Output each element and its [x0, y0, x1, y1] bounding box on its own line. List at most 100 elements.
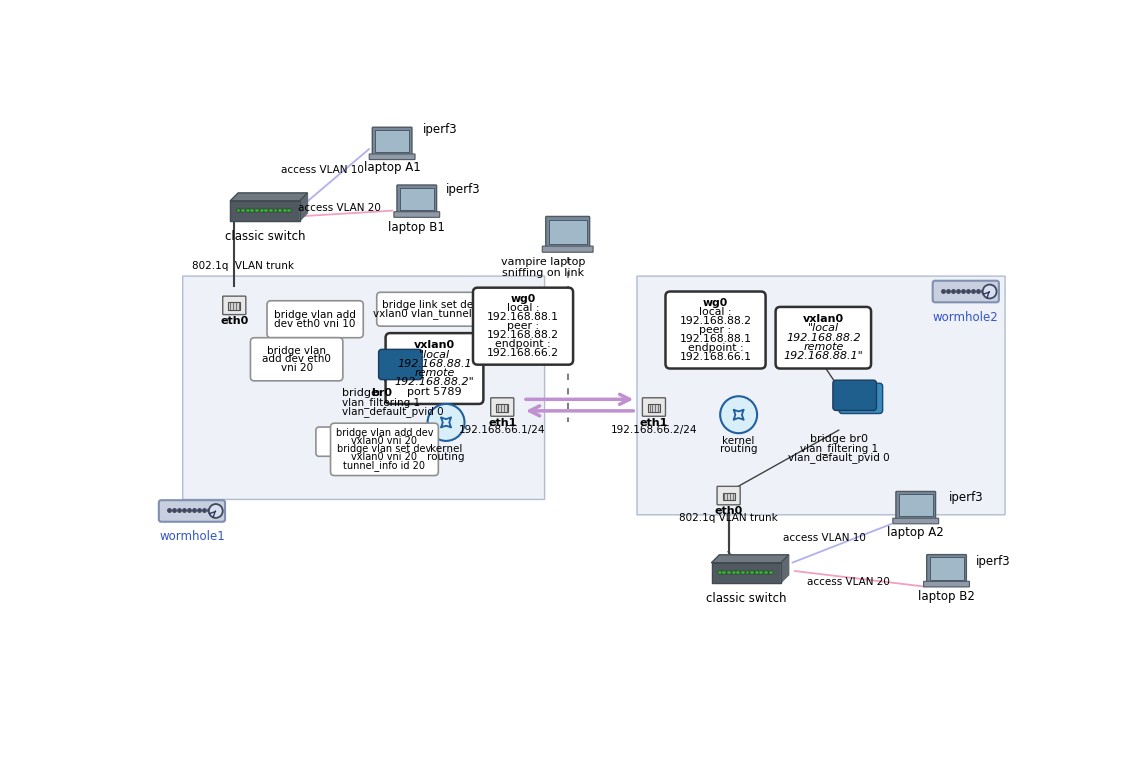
Text: iperf3: iperf3	[446, 183, 481, 196]
Text: add dev eth0: add dev eth0	[262, 355, 331, 365]
Text: local :: local :	[506, 303, 539, 314]
Text: access VLAN 10: access VLAN 10	[783, 533, 866, 543]
Text: wg0: wg0	[703, 298, 728, 308]
Bar	[549, 219, 586, 244]
Text: bridge br0: bridge br0	[809, 434, 868, 444]
Text: bridge vlan add dev: bridge vlan add dev	[336, 428, 433, 438]
Text: bridge link set dev: bridge link set dev	[382, 300, 479, 310]
Text: 192.168.88.2": 192.168.88.2"	[394, 377, 474, 387]
FancyBboxPatch shape	[250, 338, 343, 380]
Bar	[727, 571, 730, 574]
Bar	[287, 209, 291, 212]
Text: classic switch: classic switch	[225, 230, 305, 243]
FancyBboxPatch shape	[893, 518, 938, 524]
Text: vlan_default_pvid 0: vlan_default_pvid 0	[788, 453, 889, 463]
Text: laptop A1: laptop A1	[363, 161, 421, 174]
Circle shape	[983, 285, 997, 298]
Text: vxlan0: vxlan0	[802, 314, 844, 324]
Bar	[255, 209, 259, 212]
Text: access VLAN 10: access VLAN 10	[281, 165, 365, 175]
Bar	[278, 209, 282, 212]
Text: bridge vlan set dev: bridge vlan set dev	[337, 444, 432, 454]
Bar	[929, 558, 964, 580]
Text: laptop A2: laptop A2	[887, 527, 944, 540]
Bar	[732, 571, 736, 574]
Polygon shape	[781, 555, 789, 583]
Text: routing: routing	[427, 452, 465, 462]
Bar	[229, 302, 240, 310]
Text: 192.168.88.1: 192.168.88.1	[487, 312, 559, 322]
Text: eth0: eth0	[714, 506, 743, 517]
Text: vlan_filtering 1: vlan_filtering 1	[342, 397, 421, 408]
FancyBboxPatch shape	[377, 292, 485, 326]
Text: eth1: eth1	[488, 418, 517, 428]
FancyBboxPatch shape	[473, 288, 573, 365]
FancyBboxPatch shape	[896, 492, 936, 519]
FancyBboxPatch shape	[159, 500, 225, 522]
Text: vxlan0: vxlan0	[414, 340, 455, 350]
Polygon shape	[712, 555, 789, 562]
Text: tu: tu	[345, 441, 354, 451]
Text: 192.168.66.2/24: 192.168.66.2/24	[610, 425, 697, 435]
Bar	[264, 209, 269, 212]
Bar	[648, 404, 660, 412]
Polygon shape	[231, 201, 299, 221]
Text: "local: "local	[808, 323, 839, 333]
Text: remote: remote	[414, 368, 455, 378]
FancyBboxPatch shape	[642, 398, 665, 416]
Text: 192.168.88.1: 192.168.88.1	[397, 359, 472, 369]
FancyBboxPatch shape	[385, 333, 483, 404]
Text: eth0: eth0	[221, 316, 248, 326]
FancyBboxPatch shape	[924, 581, 969, 587]
Text: iperf3: iperf3	[423, 123, 457, 136]
Text: 192.168.88.1": 192.168.88.1"	[783, 351, 863, 361]
Bar	[718, 571, 721, 574]
FancyBboxPatch shape	[665, 291, 766, 368]
Bar	[759, 571, 764, 574]
Text: access VLAN 20: access VLAN 20	[807, 577, 889, 587]
Bar	[722, 492, 735, 500]
FancyBboxPatch shape	[545, 216, 590, 247]
FancyBboxPatch shape	[637, 276, 1005, 515]
Text: wg0: wg0	[511, 295, 536, 304]
Bar	[259, 209, 264, 212]
FancyBboxPatch shape	[933, 281, 999, 302]
FancyBboxPatch shape	[378, 349, 422, 380]
FancyBboxPatch shape	[330, 423, 438, 476]
Bar	[768, 571, 773, 574]
FancyBboxPatch shape	[183, 276, 544, 499]
Bar	[273, 209, 278, 212]
Text: wormhole1: wormhole1	[159, 530, 225, 543]
Text: bridge vlan add: bridge vlan add	[274, 310, 357, 320]
Bar	[282, 209, 287, 212]
Text: 192.168.66.1: 192.168.66.1	[680, 352, 752, 362]
FancyBboxPatch shape	[839, 384, 882, 413]
FancyBboxPatch shape	[369, 154, 415, 160]
Text: 192.168.66.2: 192.168.66.2	[487, 349, 559, 358]
Text: dev eth0 vni 10: dev eth0 vni 10	[274, 319, 355, 329]
Bar	[246, 209, 249, 212]
Text: port 5789: port 5789	[407, 387, 462, 396]
Bar	[722, 571, 726, 574]
FancyBboxPatch shape	[776, 307, 871, 368]
Text: eth1: eth1	[640, 418, 669, 428]
Circle shape	[427, 404, 464, 441]
Text: classic switch: classic switch	[706, 592, 786, 605]
Text: bri: bri	[343, 432, 357, 443]
Text: iperf3: iperf3	[976, 555, 1010, 568]
Text: kernel: kernel	[430, 444, 462, 454]
Bar	[237, 209, 240, 212]
Text: bridge: bridge	[342, 388, 382, 398]
FancyBboxPatch shape	[833, 380, 877, 410]
FancyBboxPatch shape	[373, 127, 411, 155]
Text: vampire laptop
sniffing on link: vampire laptop sniffing on link	[501, 257, 585, 279]
Text: bridge vlan: bridge vlan	[267, 345, 326, 355]
Text: endpoint :: endpoint :	[495, 339, 551, 349]
FancyBboxPatch shape	[394, 212, 440, 218]
Bar	[400, 188, 433, 210]
Text: 802.1q VLAN trunk: 802.1q VLAN trunk	[679, 513, 778, 524]
Text: br0: br0	[371, 388, 392, 398]
Text: 192.168.88.2: 192.168.88.2	[680, 316, 752, 326]
Text: vlan_filtering 1: vlan_filtering 1	[800, 443, 878, 454]
Bar	[375, 130, 409, 152]
